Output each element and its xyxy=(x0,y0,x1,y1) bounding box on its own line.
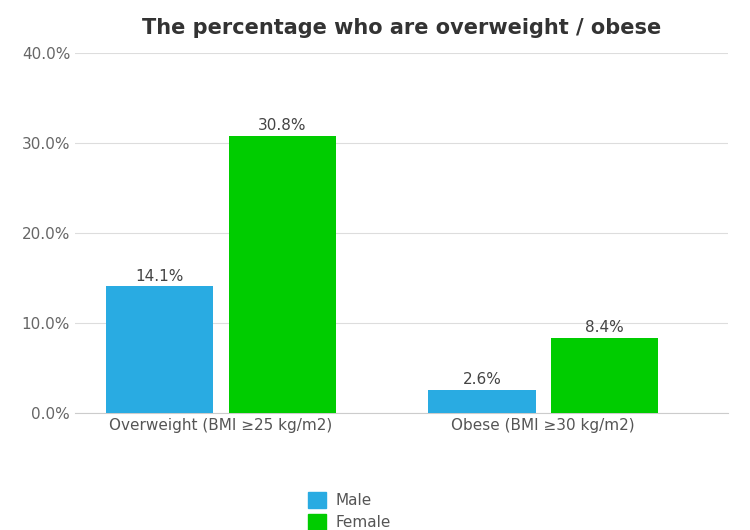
Bar xyxy=(106,286,213,413)
Bar xyxy=(428,390,536,413)
Legend: Male, Female: Male, Female xyxy=(302,486,397,530)
Bar xyxy=(551,338,658,413)
Bar xyxy=(229,136,336,413)
Text: 14.1%: 14.1% xyxy=(135,269,184,284)
Title: The percentage who are overweight / obese: The percentage who are overweight / obes… xyxy=(142,17,661,38)
Text: 8.4%: 8.4% xyxy=(585,320,624,335)
Text: 30.8%: 30.8% xyxy=(258,118,307,133)
Text: 2.6%: 2.6% xyxy=(463,372,501,387)
